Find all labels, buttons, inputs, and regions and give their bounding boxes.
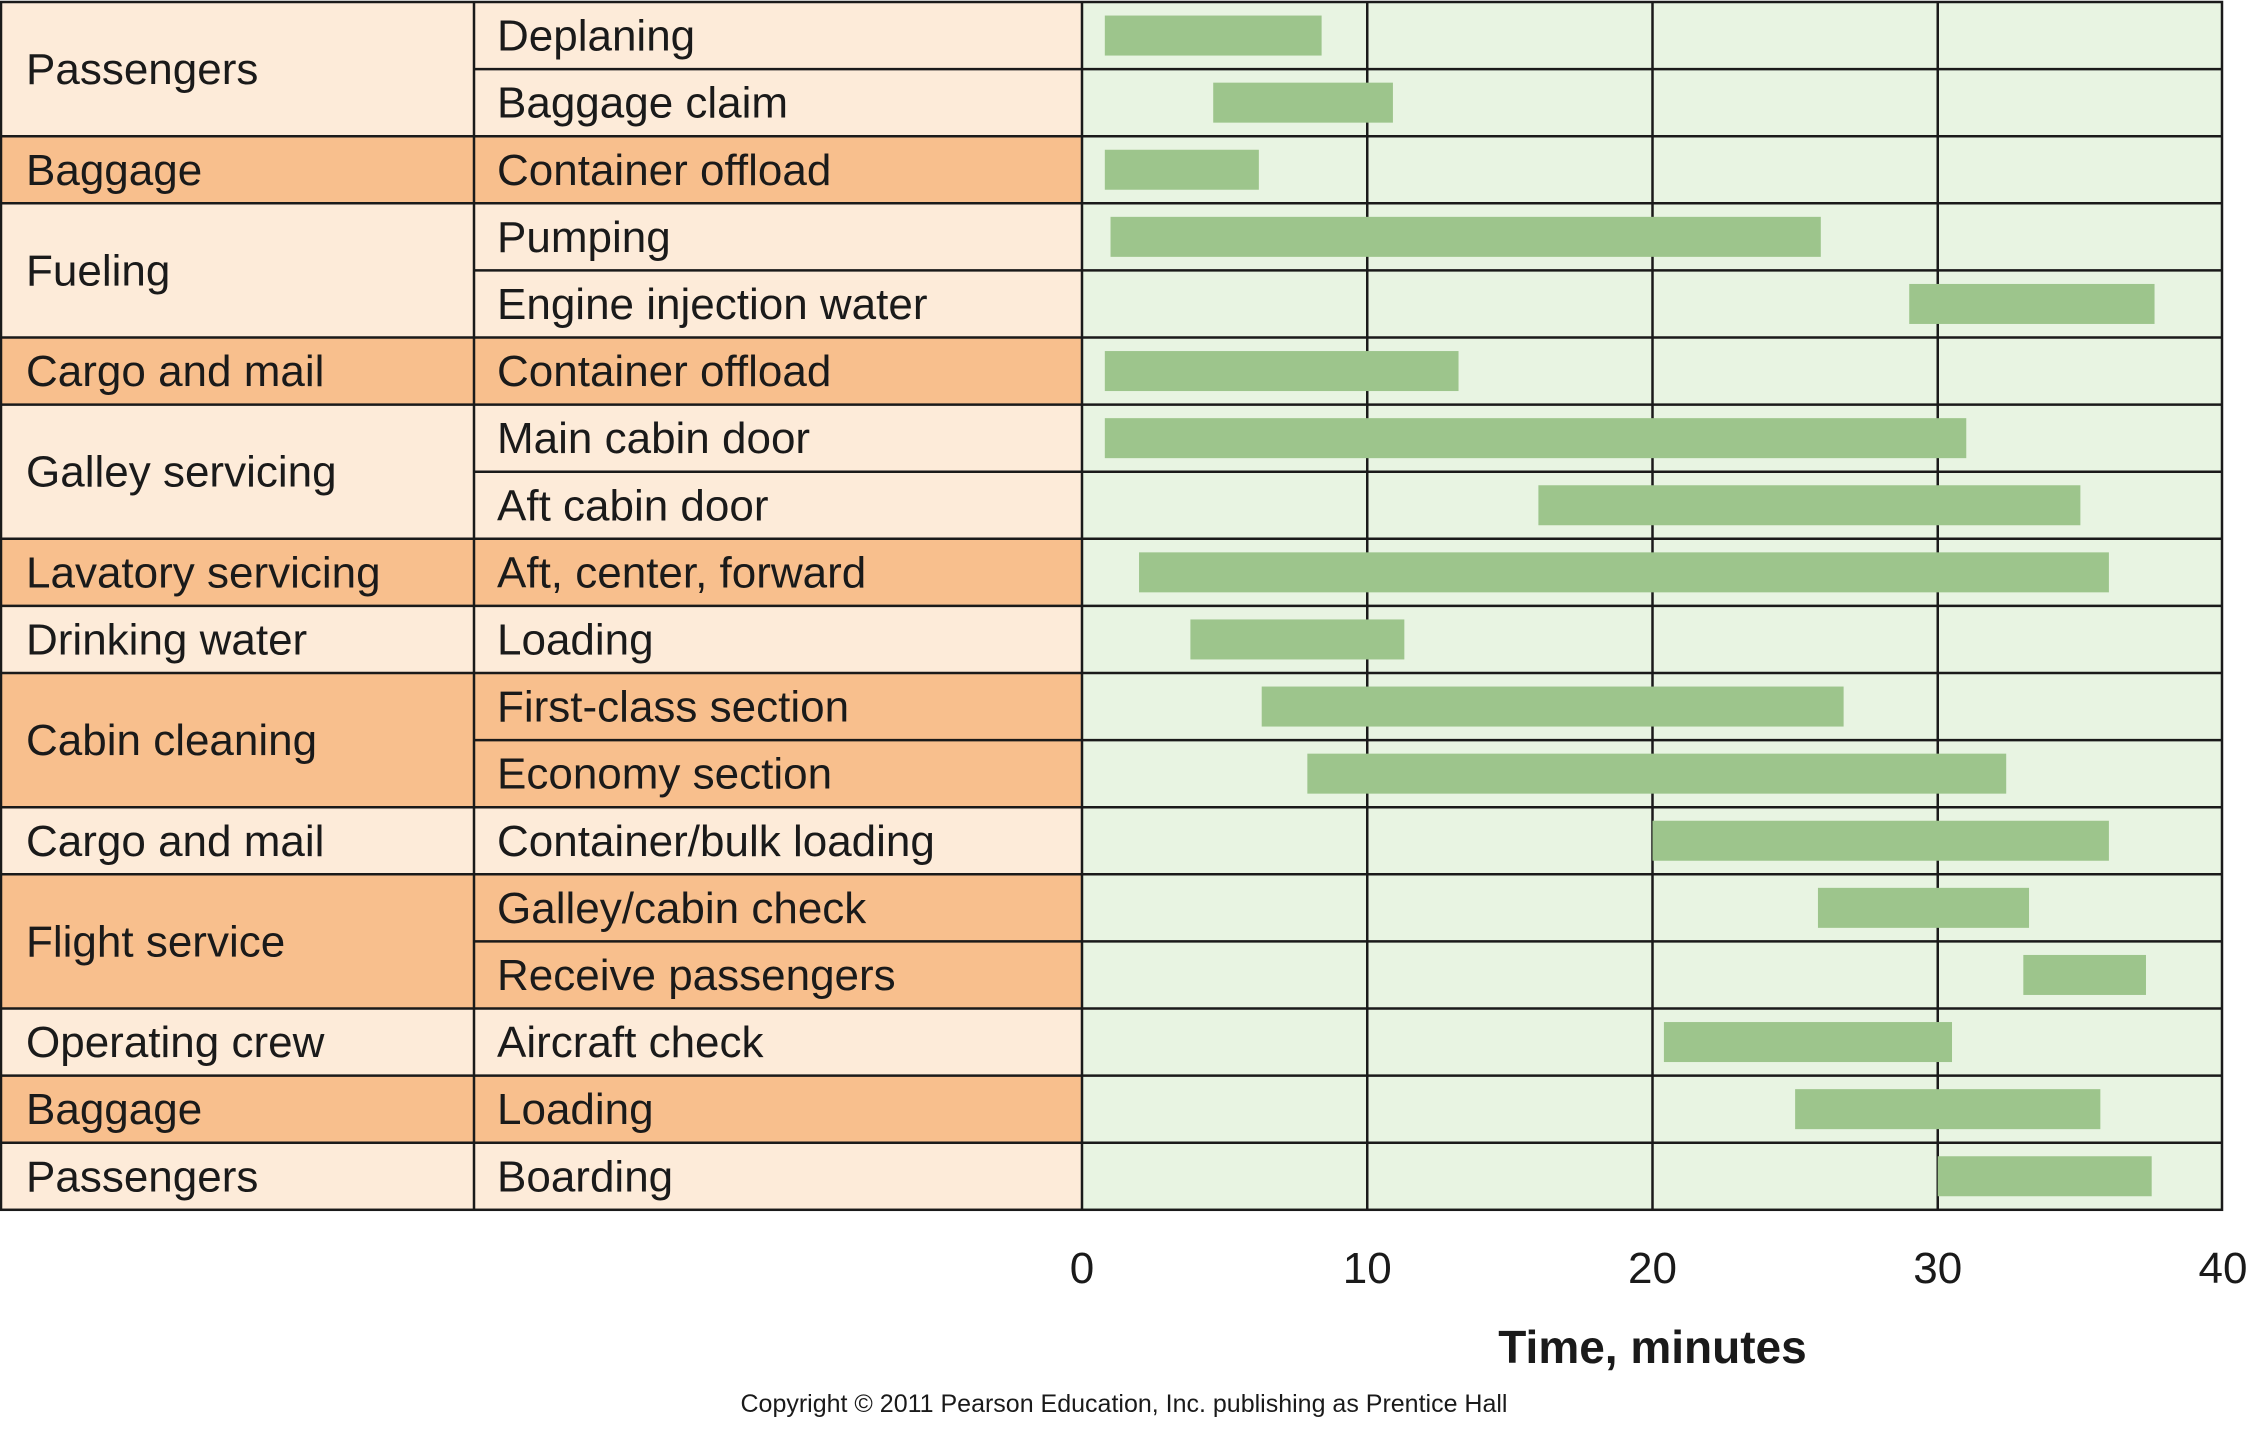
gantt-bar [2023, 954, 2146, 995]
task-label: Aft cabin door [497, 481, 769, 530]
x-tick-label: 10 [1343, 1244, 1392, 1293]
bars [1104, 15, 2155, 1197]
row-lines [0, 0, 2224, 1212]
gantt-bar [1937, 1156, 2152, 1197]
category-label: Flight service [26, 917, 285, 966]
task-label: Main cabin door [497, 414, 810, 463]
task-label: Engine injection water [497, 280, 927, 329]
gantt-bar [1104, 15, 1322, 56]
gantt-bar [1190, 619, 1405, 660]
category-label: Cargo and mail [26, 347, 324, 396]
x-tick-label: 40 [2199, 1244, 2247, 1293]
gantt-bar [1663, 1022, 1953, 1063]
task-label: Receive passengers [497, 951, 896, 1000]
category-label: Operating crew [26, 1018, 325, 1067]
x-tick-label: 30 [1913, 1244, 1962, 1293]
gantt-bar [1909, 283, 2155, 324]
category-label: Passengers [26, 1152, 258, 1201]
group-row-background [0, 1142, 1082, 1210]
category-label: Drinking water [26, 615, 307, 664]
task-label: First-class section [497, 683, 849, 732]
group-row-background [0, 807, 1082, 875]
task-label: Loading [497, 615, 654, 664]
task-label: Container/bulk loading [497, 817, 935, 866]
task-label: Economy section [497, 750, 832, 799]
gantt-bar [1307, 753, 2007, 794]
task-label: Deplaning [497, 12, 695, 61]
gantt-bar [1538, 485, 2081, 526]
gantt-bar [1139, 552, 2109, 593]
gantt-bar [1104, 351, 1459, 392]
gantt-bar [1261, 686, 1844, 727]
category-label: Baggage [26, 146, 202, 195]
category-label: Galley servicing [26, 448, 337, 497]
task-label: Container offload [497, 347, 831, 396]
gantt-bar [1652, 820, 2109, 861]
row-labels: Passengers Deplaning Baggage claim Baggage C… [0, 2, 1082, 1210]
gantt-bar [1817, 887, 2030, 928]
x-axis-title: Time, minutes [1498, 1321, 1806, 1373]
group-row-background [0, 1075, 1082, 1143]
group-row-background [0, 1008, 1082, 1076]
group-row-background [0, 605, 1082, 673]
group-row-background [0, 337, 1082, 405]
task-label: Baggage claim [497, 79, 788, 128]
category-label: Baggage [26, 1085, 202, 1134]
copyright-text: Copyright © 2011 Pearson Education, Inc.… [740, 1390, 1507, 1418]
task-label: Galley/cabin check [497, 884, 867, 933]
gantt-bar [1110, 216, 1821, 257]
task-label: Aft, center, forward [497, 548, 866, 597]
chart-frame [0, 0, 2224, 1212]
category-label: Cabin cleaning [26, 716, 317, 765]
x-tick-labels: 0 10 20 30 40 [1070, 1244, 2247, 1293]
x-tick-label: 20 [1628, 1244, 1677, 1293]
group-row-background [0, 538, 1082, 606]
category-label: Fueling [26, 246, 170, 295]
category-label: Cargo and mail [26, 817, 324, 866]
task-label: Pumping [497, 213, 671, 262]
gantt-bar [1213, 82, 1393, 123]
task-label: Container offload [497, 146, 831, 195]
task-label: Boarding [497, 1152, 673, 1201]
gantt-bar [1795, 1089, 2101, 1130]
group-row-background [0, 136, 1082, 204]
category-label: Passengers [26, 45, 258, 94]
category-label: Lavatory servicing [26, 548, 381, 597]
task-label: Aircraft check [497, 1018, 765, 1067]
gantt-bar [1104, 418, 1967, 459]
gantt-bar [1104, 149, 1259, 190]
task-label: Loading [497, 1085, 654, 1134]
x-tick-label: 0 [1070, 1244, 1094, 1293]
